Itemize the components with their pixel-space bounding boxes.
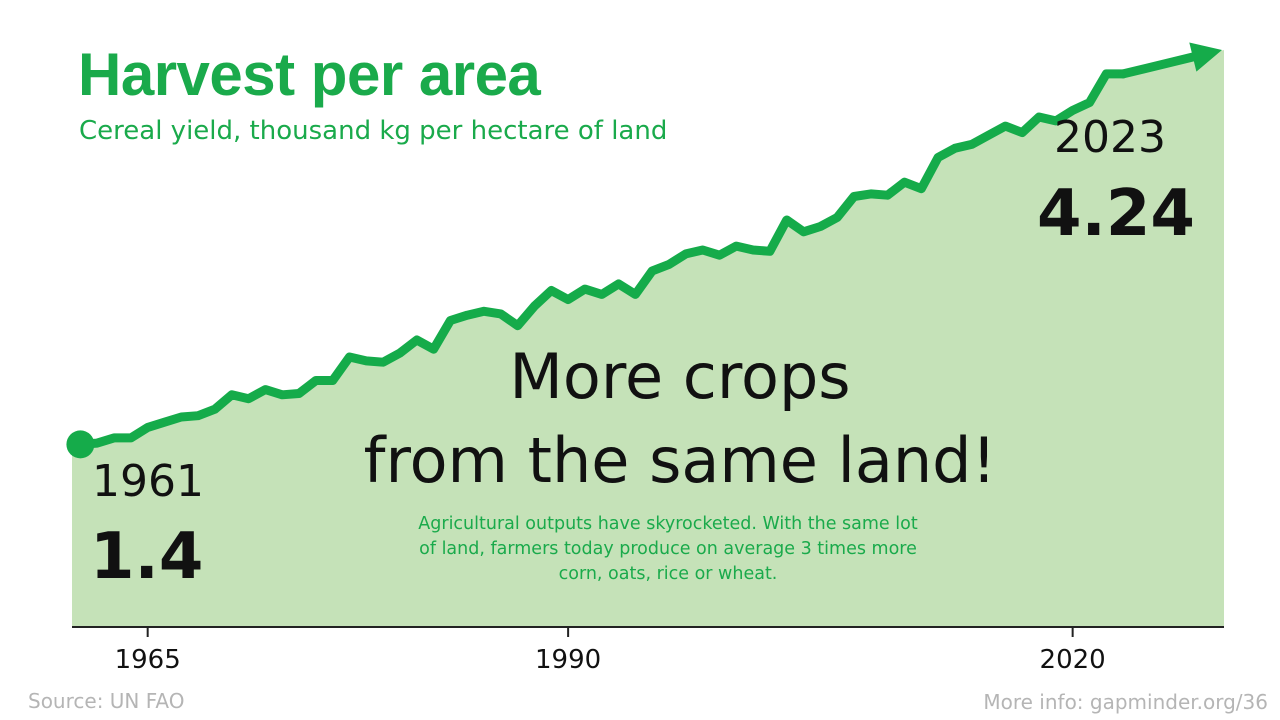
- x-tick-label-2020: 2020: [1040, 645, 1106, 675]
- end-value-label: 4.24: [1037, 177, 1195, 251]
- source-note: Source: UN FAO: [28, 689, 185, 713]
- arrow-shaft: [1118, 52, 1198, 79]
- chart-title: Harvest per area: [78, 41, 541, 108]
- x-tick-label-1965: 1965: [115, 645, 181, 675]
- description-text: Agricultural outputs have skyrocketed. W…: [418, 514, 918, 584]
- end-year-label: 2023: [1054, 112, 1166, 163]
- chart-subtitle: Cereal yield, thousand kg per hectare of…: [79, 116, 668, 146]
- headline-line-1: More crops: [509, 340, 851, 413]
- headline: More crops from the same land!: [340, 335, 1020, 503]
- headline-line-2: from the same land!: [363, 424, 997, 497]
- more-info-link[interactable]: More info: gapminder.org/36: [983, 690, 1268, 714]
- start-point-marker: [66, 430, 95, 459]
- start-value-label: 1.4: [90, 520, 204, 594]
- start-year-label: 1961: [92, 456, 204, 507]
- arrow-head: [1189, 42, 1222, 72]
- area-fill: [72, 50, 1224, 627]
- x-tick-label-1990: 1990: [535, 645, 601, 675]
- series-line: [75, 69, 1128, 449]
